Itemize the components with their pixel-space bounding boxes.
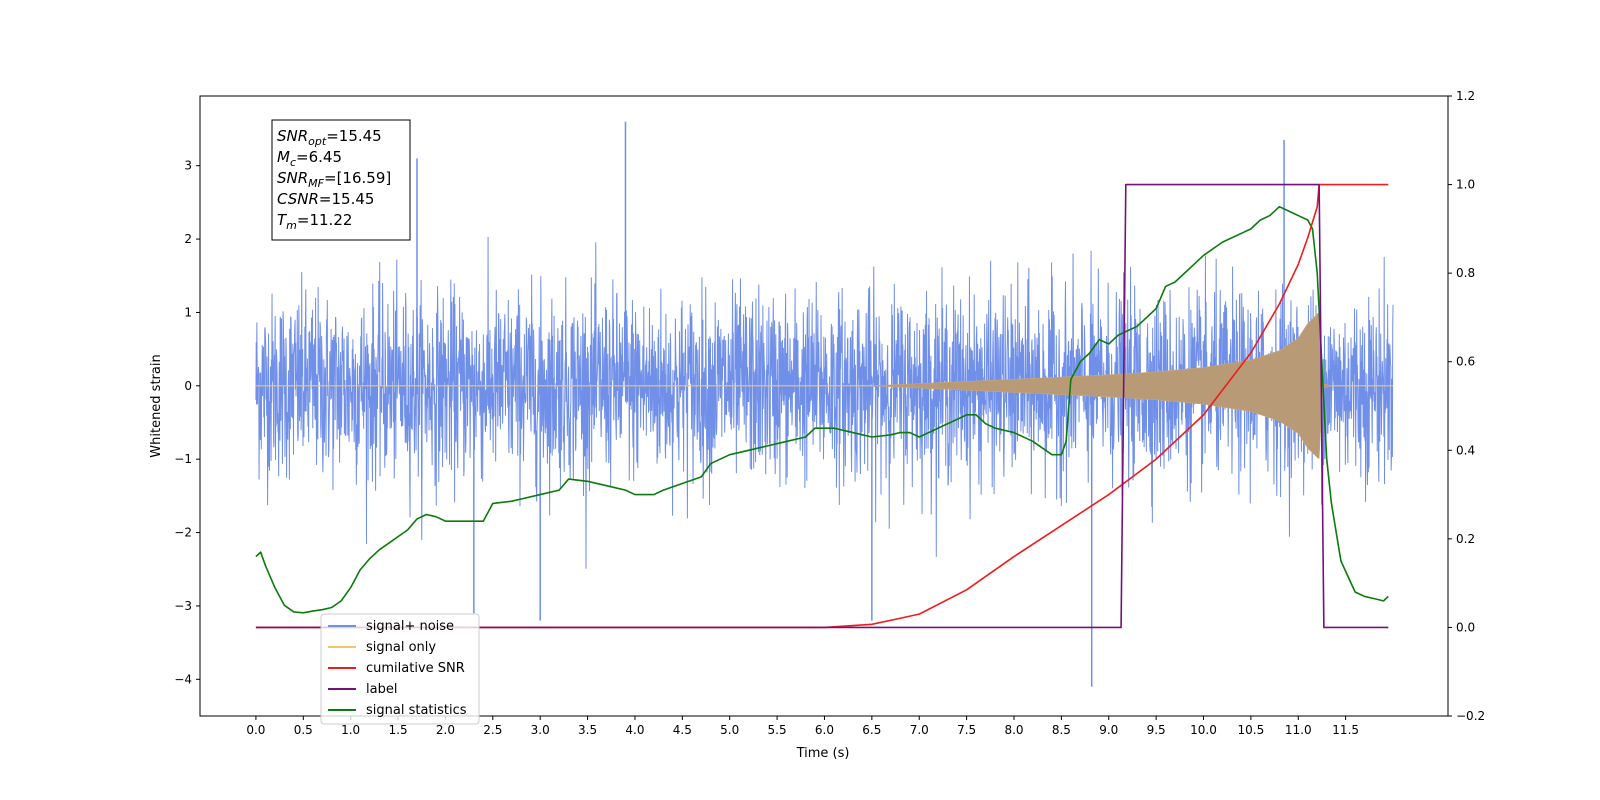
y-tick-label-right: 0.6	[1456, 355, 1475, 369]
x-tick-label: 8.5	[1052, 723, 1071, 737]
x-tick-label: 1.0	[341, 723, 360, 737]
legend-label: signal statistics	[366, 703, 467, 718]
x-tick-label: 8.0	[1004, 723, 1023, 737]
x-tick-label: 9.0	[1099, 723, 1118, 737]
y-tick-label-left: 3	[184, 159, 192, 173]
legend-label: signal+ noise	[366, 619, 454, 634]
x-tick-label: 9.5	[1147, 723, 1166, 737]
legend-label: label	[366, 682, 397, 697]
y-tick-label-left: 2	[184, 232, 192, 246]
x-tick-label: 0.0	[246, 723, 265, 737]
stats-line: SNRMF=[16.59]	[277, 169, 391, 190]
x-tick-label: 0.5	[294, 723, 313, 737]
x-tick-label: 2.0	[436, 723, 455, 737]
x-tick-label: 3.5	[578, 723, 597, 737]
x-tick-label: 2.5	[483, 723, 502, 737]
x-tick-label: 1.5	[389, 723, 408, 737]
y-tick-label-left: 0	[184, 379, 192, 393]
legend-frame	[320, 613, 480, 725]
y-axis-label-left: Whitened strain	[149, 354, 164, 457]
x-tick-label: 4.0	[625, 723, 644, 737]
y-tick-label-right: 0.2	[1456, 532, 1475, 546]
x-tick-label: 10.5	[1238, 723, 1265, 737]
stats-line: SNRopt=15.45	[277, 127, 382, 148]
series-line-signal-noise	[255, 236, 1394, 569]
y-tick-label-right: 0.8	[1456, 266, 1475, 280]
y-tick-label-right: −0.2	[1456, 709, 1485, 723]
x-tick-label: 4.5	[673, 723, 692, 737]
axes: 0.0 0.5 1.0 1.5 2.0 2.5 3.0 3.5 4.0 4.5 5.0 5.5 6.0 6…	[174, 89, 1485, 737]
series-line-cumilative-snr	[255, 183, 1389, 629]
x-tick-label: 6.0	[815, 723, 834, 737]
y-tick-label-left: −1	[174, 452, 192, 466]
y-tick-label-right: 1.2	[1456, 89, 1475, 103]
x-tick-label: 5.5	[768, 723, 787, 737]
stats-line: Tm=11.22	[277, 211, 352, 232]
series-line-label	[255, 183, 1389, 629]
x-tick-label: 7.5	[957, 723, 976, 737]
series-area-signal-only	[871, 312, 1333, 459]
stats-line: Mc=6.45	[277, 148, 342, 169]
legend-label: signal only	[366, 640, 436, 655]
x-tick-label: 3.0	[531, 723, 550, 737]
legend-label: cumilative SNR	[366, 661, 465, 676]
x-tick-label: 11.5	[1332, 723, 1359, 737]
series-line-signal-statistics	[255, 205, 1389, 614]
x-tick-label: 7.0	[910, 723, 929, 737]
y-tick-label-left: 1	[184, 305, 192, 319]
y-tick-label-left: −2	[174, 526, 192, 540]
x-axis-label: Time (s)	[796, 746, 850, 761]
y-tick-label-right: 1.0	[1456, 178, 1475, 192]
y-tick-label-right: 0.0	[1456, 620, 1475, 634]
series-signal-noise	[255, 121, 1394, 687]
y-tick-label-left: −4	[174, 672, 192, 686]
y-tick-label-left: −3	[174, 599, 192, 613]
stats-box: SNRopt=15.45Mc=6.45SNRMF=[16.59]CSNR=15.…	[271, 119, 411, 241]
stats-box-frame	[271, 119, 411, 241]
x-tick-label: 11.0	[1285, 723, 1312, 737]
y-tick-label-right: 0.4	[1456, 443, 1475, 457]
x-tick-label: 6.5	[862, 723, 881, 737]
x-tick-label: 5.0	[720, 723, 739, 737]
legend: signal+ noise signal only cumilative SNR la…	[320, 613, 480, 725]
stats-line: CSNR=15.45	[277, 190, 374, 208]
series-signal-only	[255, 312, 1394, 459]
x-tick-label: 10.0	[1190, 723, 1217, 737]
series-lines	[255, 183, 1389, 629]
